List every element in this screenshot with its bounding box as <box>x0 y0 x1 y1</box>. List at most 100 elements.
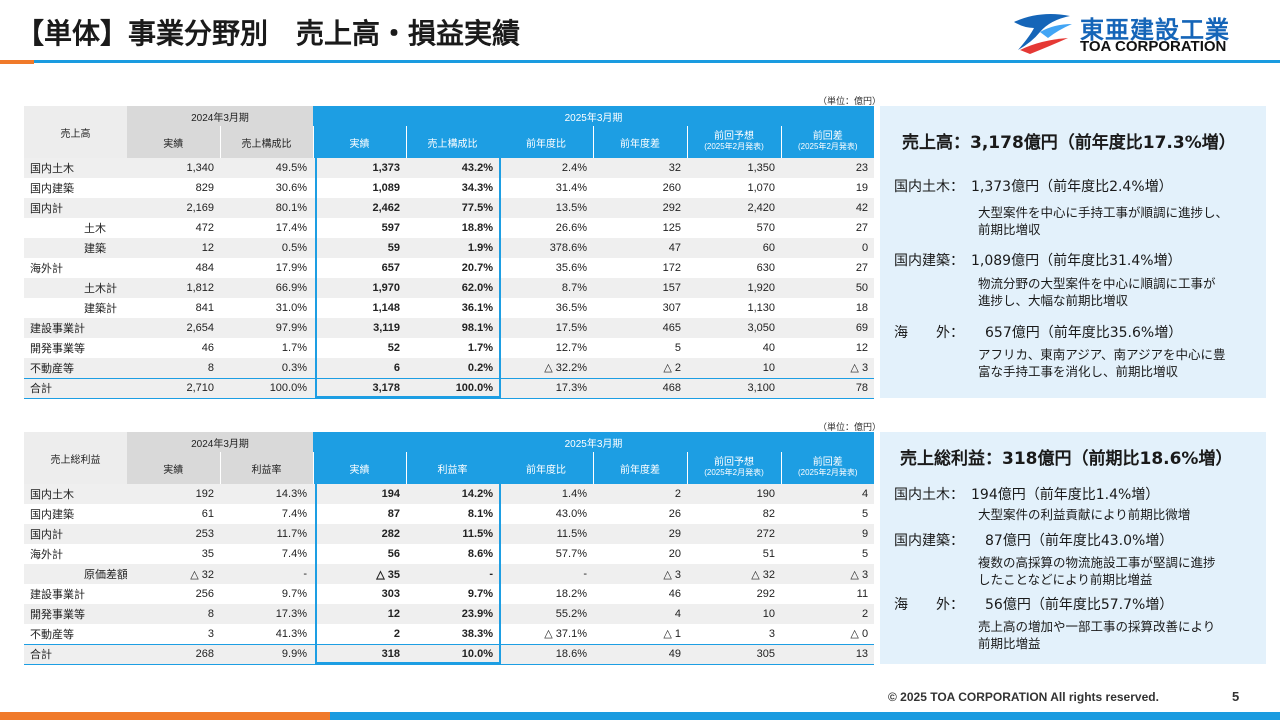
cell-fdiff: 11 <box>781 584 875 604</box>
table-row: 海外計 484 17.9% 657 20.7% 35.6% 172 630 27 <box>24 258 875 278</box>
profit-group-prev: 2024年3月期 <box>127 432 313 452</box>
row-label: 国内建築 <box>24 178 127 198</box>
row-label: 合計 <box>24 643 127 665</box>
profit-item-head: 国内建築： 87億円（前年度比43.0%増） <box>894 533 1174 549</box>
table-row: 国内建築 829 30.6% 1,089 34.3% 31.4% 260 1,070 19 <box>24 178 875 198</box>
sales-col-curr-results: 実績 <box>312 126 406 158</box>
cell-yoy: 36.5% <box>499 298 593 318</box>
cell-diff: 5 <box>593 338 687 358</box>
row-label: 合計 <box>24 377 127 399</box>
profit-col-diff: 前年度差 <box>592 452 687 484</box>
table-row: 建築計 841 31.0% 1,148 36.1% 36.5% 307 1,130 18 <box>24 298 875 318</box>
cell-c-ratio: 20.7% <box>406 258 499 278</box>
cell-c-val: 87 <box>313 504 406 524</box>
cell-fc: 1,130 <box>687 298 781 318</box>
cell-fc: 292 <box>687 584 781 604</box>
cell-p-val: 8 <box>127 358 220 378</box>
sales-corner-header: 売上高 <box>24 106 127 158</box>
row-label: 開発事業等 <box>24 338 127 358</box>
profit-col-prev-results: 実績 <box>127 452 220 484</box>
cell-p-ratio: 49.5% <box>220 158 313 178</box>
cell-fdiff: 0 <box>781 238 875 258</box>
table-row: 国内計 2,169 80.1% 2,462 77.5% 13.5% 292 2,420 42 <box>24 198 875 218</box>
row-label: 海外計 <box>24 544 127 564</box>
row-label: 建築計 <box>24 298 127 318</box>
cell-diff: △ 1 <box>593 624 687 644</box>
cell-fdiff: 27 <box>781 218 875 238</box>
sales-item-desc: 前期比増収 <box>978 222 1041 237</box>
cell-p-val: 1,812 <box>127 278 220 298</box>
cell-c-ratio: 14.2% <box>406 484 499 504</box>
cell-c-val: 59 <box>313 238 406 258</box>
cell-yoy: 8.7% <box>499 278 593 298</box>
table-row: 開発事業等 8 17.3% 12 23.9% 55.2% 4 10 2 <box>24 604 875 624</box>
cell-c-val: 597 <box>313 218 406 238</box>
table-row: 国内土木 192 14.3% 194 14.2% 1.4% 2 190 4 <box>24 484 875 504</box>
cell-fc: 10 <box>687 358 781 378</box>
sales-panel-title: 売上高：3,178億円（前年度比17.3%増） <box>902 133 1236 153</box>
sales-item-desc: 富な手持工事を消化し、前期比増収 <box>978 364 1179 379</box>
cell-fc: 3,050 <box>687 318 781 338</box>
sales-item-head: 国内建築： 1,089億円（前年度比31.4%増） <box>894 253 1182 269</box>
cell-c-ratio: 34.3% <box>406 178 499 198</box>
cell-c-val: 1,373 <box>313 158 406 178</box>
logo-mark-icon <box>1014 14 1072 54</box>
cell-c-ratio: 62.0% <box>406 278 499 298</box>
cell-c-ratio: 36.1% <box>406 298 499 318</box>
cell-fdiff: 50 <box>781 278 875 298</box>
table-row: 海外計 35 7.4% 56 8.6% 57.7% 20 51 5 <box>24 544 875 564</box>
cell-p-val: 2,169 <box>127 198 220 218</box>
cell-c-ratio: 1.7% <box>406 338 499 358</box>
profit-col-fdiff-label: 前回差 <box>812 457 843 468</box>
table-row: 合計 2,710 100.0% 3,178 100.0% 17.3% 468 3,100 78 <box>24 377 875 399</box>
cell-p-ratio: 7.4% <box>220 504 313 524</box>
sales-col-fdiff-sub: (2025年2月発表) <box>797 142 858 151</box>
sales-item-desc: 物流分野の大型案件を中心に順調に工事が <box>978 276 1216 291</box>
row-label: 国内土木 <box>24 484 127 504</box>
cell-c-val: 657 <box>313 258 406 278</box>
table-row: 建設事業計 2,654 97.9% 3,119 98.1% 17.5% 465 3,050 69 <box>24 318 875 338</box>
row-label: 国内計 <box>24 198 127 218</box>
cell-fdiff: 12 <box>781 338 875 358</box>
profit-col-fdiff-sub: (2025年2月発表) <box>797 468 858 477</box>
cell-c-ratio: 38.3% <box>406 624 499 644</box>
cell-fdiff: 18 <box>781 298 875 318</box>
cell-p-ratio: 100.0% <box>220 377 313 399</box>
sales-col-forecast: 前回予想 (2025年2月発表) <box>686 126 781 158</box>
cell-fdiff: 5 <box>781 544 875 564</box>
cell-c-val: 3,178 <box>313 377 406 399</box>
sales-item-head: 海 外： 657億円（前年度比35.6%増） <box>894 325 1183 341</box>
table-row: 原価差額等△ 32-△ 35--△ 3△ 32△ 3 <box>24 564 875 584</box>
profit-col-forecast: 前回予想 (2025年2月発表) <box>686 452 781 484</box>
cell-p-val: 8 <box>127 604 220 624</box>
cell-fdiff: △ 0 <box>781 624 875 644</box>
sales-col-yoy: 前年度比 <box>498 126 593 158</box>
cell-fdiff: 9 <box>781 524 875 544</box>
company-logo: 東亜建設工業 TOA CORPORATION <box>1010 8 1250 58</box>
cell-p-val: 841 <box>127 298 220 318</box>
sales-item-desc: 進捗し、大幅な前期比増収 <box>978 293 1129 308</box>
cell-diff: 4 <box>593 604 687 624</box>
cell-c-val: 282 <box>313 524 406 544</box>
cell-fc: 3 <box>687 624 781 644</box>
profit-corner-header: 売上総利益 <box>24 432 127 484</box>
cell-fdiff: △ 3 <box>781 564 875 584</box>
cell-c-val: 303 <box>313 584 406 604</box>
cell-p-val: 12 <box>127 238 220 258</box>
cell-p-val: 35 <box>127 544 220 564</box>
cell-diff: △ 2 <box>593 358 687 378</box>
cell-diff: 49 <box>593 643 687 665</box>
cell-yoy: △ 37.1% <box>499 624 593 644</box>
cell-yoy: 35.6% <box>499 258 593 278</box>
cell-fdiff: 4 <box>781 484 875 504</box>
cell-p-val: 61 <box>127 504 220 524</box>
cell-p-val: 472 <box>127 218 220 238</box>
profit-col-forecast-sub: (2025年2月発表) <box>704 468 764 477</box>
row-label: 不動産等 <box>24 624 127 644</box>
cell-yoy: 17.3% <box>499 377 593 399</box>
cell-c-ratio: 11.5% <box>406 524 499 544</box>
cell-fdiff: 5 <box>781 504 875 524</box>
cell-p-ratio: 80.1% <box>220 198 313 218</box>
cell-yoy: 11.5% <box>499 524 593 544</box>
row-label: 原価差額等 <box>24 564 127 584</box>
